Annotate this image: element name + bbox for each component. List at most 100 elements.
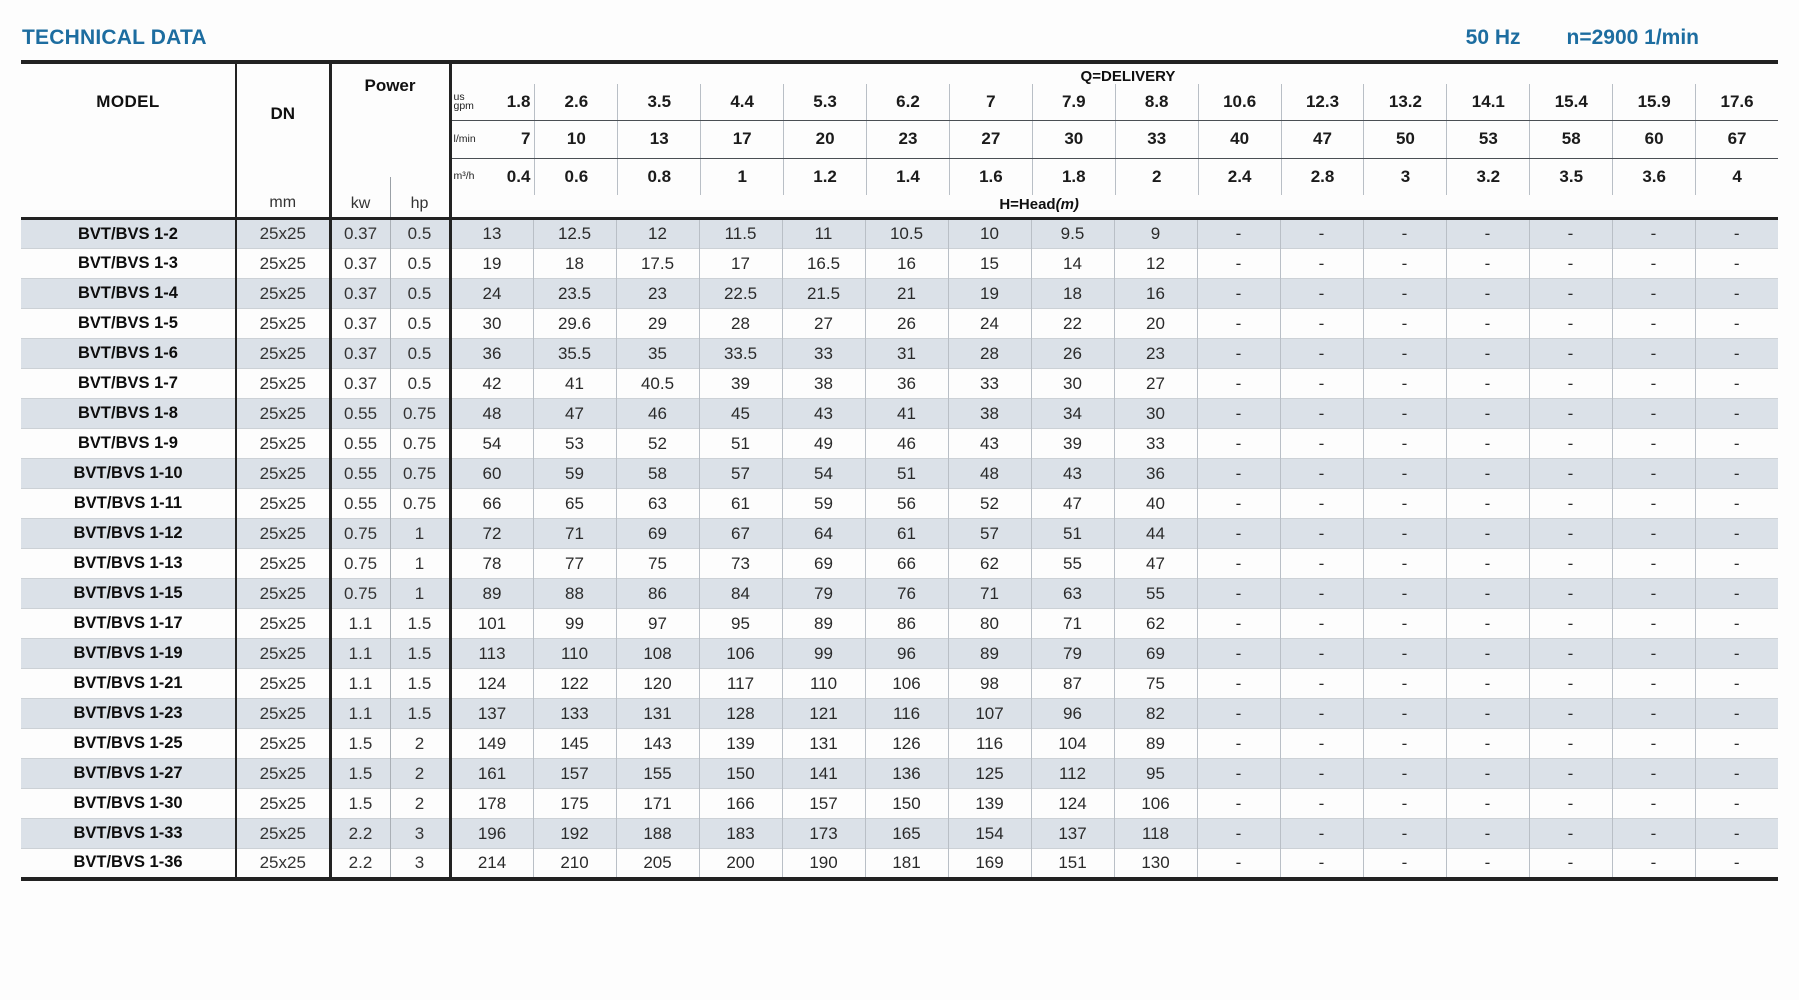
delivery-value: 27 [981, 129, 1001, 149]
head-value-cell: - [1362, 278, 1446, 309]
head-value-cell: 210 [532, 848, 616, 879]
head-value-cell: - [1362, 368, 1446, 399]
head-value-cell: 124 [450, 668, 533, 699]
dn-cell: 25x25 [236, 368, 332, 399]
head-value-cell: - [1196, 698, 1280, 729]
delivery-value: 3.5 [647, 92, 672, 112]
head-value-cell: - [1528, 278, 1612, 309]
model-cell: BVT/BVS 1-33 [21, 818, 237, 849]
head-value-cell: 40.5 [615, 368, 699, 399]
head-value-cell: - [1279, 758, 1363, 789]
delivery-value: 20 [815, 129, 835, 149]
hp-cell: 0.5 [390, 338, 452, 369]
head-value-cell: - [1528, 458, 1612, 489]
table-row: BVT/BVS 1-2 25x25 0.37 0.5 13 12.5 12 11.5 11 10.… [21, 218, 1778, 249]
delivery-title-row: Q=DELIVERY [452, 64, 1779, 85]
head-value-cell: - [1279, 638, 1363, 669]
dn-cell: 25x25 [236, 218, 332, 249]
head-value-cell: - [1694, 668, 1778, 699]
delivery-unit-cell: 17.6 [1695, 84, 1778, 121]
delivery-unit-cell: 20 [783, 121, 866, 158]
hp-cell: 0.5 [390, 308, 452, 339]
head-value-cell: 124 [1030, 788, 1114, 819]
head-value-cell: - [1196, 338, 1280, 369]
head-value-cell: 69 [615, 518, 699, 549]
head-value-cell: 149 [450, 728, 533, 759]
delivery-unit-cell: 3.2 [1446, 158, 1529, 195]
head-value-cell: - [1279, 488, 1363, 519]
delivery-unit-cell: 4.4 [700, 84, 783, 121]
head-value-cell: 113 [450, 638, 533, 669]
speed-label: n=2900 1/min [1566, 26, 1700, 49]
delivery-value: 1.2 [813, 166, 837, 186]
head-value-cell: - [1694, 338, 1778, 369]
head-value-cell: 117 [698, 668, 782, 699]
head-value-cell: 154 [947, 818, 1031, 849]
head-value-cell: 86 [615, 578, 699, 609]
delivery-value: 67 [1727, 129, 1747, 149]
delivery-unit-cell: 8.8 [1114, 84, 1198, 121]
head-value-cell: - [1528, 368, 1612, 399]
head-value-cell: 62 [1113, 608, 1197, 639]
head-value-cell: 47 [1030, 488, 1114, 519]
head-value-cell: - [1694, 248, 1778, 279]
head-value-cell: - [1279, 608, 1363, 639]
model-cell: BVT/BVS 1-11 [21, 488, 237, 519]
head-value-cell: - [1694, 518, 1778, 549]
head-value-cell: - [1611, 248, 1695, 279]
head-value-cell: 110 [781, 668, 865, 699]
head-value-cell: 30 [1030, 368, 1114, 399]
delivery-unit-cell: 1.4 [866, 158, 949, 195]
model-cell: BVT/BVS 1-15 [21, 578, 237, 609]
head-value-cell: 141 [781, 758, 865, 789]
head-value-cell: - [1445, 218, 1529, 249]
head-value-cell: 71 [532, 518, 616, 549]
head-value-cell: - [1694, 788, 1778, 819]
head-value-cell: - [1196, 758, 1280, 789]
head-value-cell: 19 [450, 248, 533, 279]
delivery-unit-cell: 7 [948, 84, 1032, 121]
head-value-cell: - [1611, 488, 1695, 519]
kw-cell: 0.37 [330, 218, 391, 249]
delivery-unit-cell: 12.3 [1280, 84, 1364, 121]
head-value-cell: 101 [450, 608, 533, 639]
delivery-unit-cell: 3.6 [1612, 158, 1695, 195]
head-value-cell: - [1694, 428, 1778, 459]
delivery-value: 14.1 [1471, 92, 1505, 112]
head-value-cell: 139 [947, 788, 1031, 819]
head-value-cell: 39 [698, 368, 782, 399]
head-value-cell: 99 [532, 608, 616, 639]
head-value-cell: - [1279, 548, 1363, 579]
dn-cell: 25x25 [236, 338, 332, 369]
delivery-value: 2 [1151, 166, 1162, 186]
head-value-cell: 33 [781, 338, 865, 369]
head-value-cell: - [1196, 218, 1280, 249]
delivery-value: 8.8 [1144, 92, 1169, 112]
head-value-cell: 27 [1113, 368, 1197, 399]
head-value-cell: 136 [864, 758, 948, 789]
head-value-cell: 47 [532, 398, 616, 429]
head-value-cell: 143 [615, 728, 699, 759]
power-column-header: Power kw hp [330, 62, 452, 220]
delivery-value: 7 [986, 92, 996, 112]
delivery-value: 33 [1147, 129, 1167, 149]
delivery-unit-cell: 1.6 [948, 158, 1032, 195]
head-value-cell: 86 [864, 608, 948, 639]
head-value-cell: 60 [450, 458, 533, 489]
table-row: BVT/BVS 1-33 25x25 2.2 3 196 192 188 183 173 165 1… [21, 818, 1778, 849]
head-value-cell: 166 [698, 788, 782, 819]
model-cell: BVT/BVS 1-12 [21, 518, 237, 549]
head-value-cell: 121 [781, 698, 865, 729]
head-value-cell: 137 [450, 698, 533, 729]
dn-cell: 25x25 [236, 398, 332, 429]
head-value-cell: 181 [864, 848, 948, 879]
delivery-value: 40 [1230, 129, 1250, 149]
frequency-label: 50 Hz [1465, 26, 1521, 49]
unit-label: l/min [453, 132, 476, 145]
head-value-cell: - [1196, 668, 1280, 699]
delivery-unit-row: l/min 7 10 13 17 20 23 27 30 33 40 47 50 53 58 60 67 [451, 120, 1778, 158]
delivery-unit-cell: 3.5 [617, 84, 700, 121]
delivery-unit-cell: 10.6 [1197, 84, 1281, 121]
model-cell: BVT/BVS 1-2 [21, 218, 237, 249]
delivery-value: 15.9 [1637, 92, 1671, 112]
